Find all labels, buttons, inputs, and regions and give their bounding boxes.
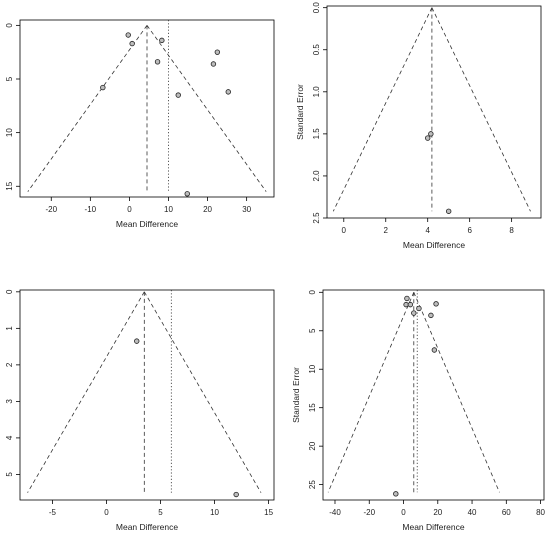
x-axis-label: Mean Difference	[403, 240, 465, 250]
x-tick-label: 20	[203, 205, 212, 214]
y-tick-label: 5	[5, 76, 14, 81]
data-point	[134, 338, 140, 344]
x-axis-label: Mean Difference	[116, 219, 178, 229]
funnel-plot-panel-bottom-right: -40 -20 0 20 40 60 80 0 5 10 15 20 25 Mean Difference…	[291, 290, 546, 532]
y-tick-label: 20	[308, 441, 317, 450]
x-tick-label: 0	[401, 508, 406, 517]
x-tick-label: 8	[509, 226, 514, 235]
data-point	[433, 301, 439, 307]
data-point	[154, 59, 161, 65]
funnel-right-limit	[146, 25, 267, 192]
data-point	[175, 92, 181, 98]
data-point	[225, 89, 231, 95]
y-axis-label: Standard Error	[295, 84, 305, 140]
x-tick-label: 5	[158, 508, 163, 517]
x-tick-label: -10	[85, 205, 97, 214]
data-point	[125, 32, 131, 38]
data-point	[431, 347, 438, 353]
x-tick-label: 80	[536, 508, 545, 517]
y-tick-label: 1	[5, 326, 14, 331]
y-tick-label: 5	[308, 328, 317, 333]
data-point	[129, 40, 135, 47]
data-point	[159, 37, 165, 44]
funnel-left-limit	[27, 291, 145, 493]
data-point	[100, 84, 106, 91]
y-tick-label: 1.0	[312, 86, 321, 98]
y-axis-label: Standard Error	[291, 367, 301, 423]
x-tick-label: -20	[363, 508, 375, 517]
x-tick-label: 6	[467, 226, 472, 235]
y-tick-label: 15	[308, 403, 317, 412]
x-tick-label: -20	[45, 205, 57, 214]
funnel-plot-panel-top-left: -20 -10 0 10 20 30 0 5 10 15 Mean Difference	[5, 19, 275, 229]
data-point	[233, 491, 239, 498]
plot-frame	[19, 289, 275, 501]
y-tick-label: 0.5	[312, 44, 321, 56]
y-tick-label: 1.5	[312, 128, 321, 140]
x-tick-label: -40	[329, 508, 341, 517]
y-tick-label: 5	[5, 472, 14, 477]
data-point	[411, 310, 417, 316]
y-tick-label: 10	[5, 128, 14, 137]
y-tick-label: 15	[5, 181, 14, 190]
data-point	[428, 312, 434, 319]
data-point	[393, 491, 399, 497]
funnel-left-limit	[27, 25, 148, 192]
plot-frame	[326, 5, 542, 219]
x-tick-label: 20	[433, 508, 442, 517]
data-point	[210, 61, 217, 67]
y-tick-label: 2.5	[312, 212, 321, 224]
x-tick-label: 10	[210, 508, 219, 517]
data-point	[214, 49, 221, 55]
y-tick-label: 2	[5, 362, 14, 367]
y-tick-label: 3	[5, 399, 14, 404]
y-tick-label: 0	[5, 23, 14, 28]
funnel-right-limit	[413, 292, 500, 493]
y-tick-label: 25	[308, 480, 317, 489]
x-tick-label: 40	[468, 508, 477, 517]
y-tick-label: 0.0	[312, 2, 321, 14]
y-tick-label: 0	[5, 289, 14, 294]
x-axis-label: Mean Difference	[116, 522, 178, 532]
plot-frame	[19, 19, 275, 198]
data-point	[425, 135, 431, 141]
data-point	[184, 191, 190, 197]
x-tick-label: 30	[242, 205, 251, 214]
funnel-right-limit	[431, 7, 531, 212]
funnel-right-limit	[143, 291, 262, 493]
data-point	[416, 305, 422, 312]
x-axis-label: Mean Difference	[402, 522, 464, 532]
data-point	[404, 295, 410, 302]
x-tick-label: 15	[264, 508, 273, 517]
data-point	[428, 131, 434, 137]
y-tick-label: 0	[308, 290, 317, 295]
x-tick-label: -5	[49, 508, 57, 517]
x-tick-label: 0	[342, 226, 347, 235]
y-tick-label: 10	[308, 364, 317, 373]
x-tick-label: 10	[164, 205, 173, 214]
funnel-left-limit	[327, 292, 415, 493]
x-tick-label: 60	[502, 508, 511, 517]
x-tick-label: 4	[425, 226, 430, 235]
y-tick-label: 4	[5, 435, 14, 440]
funnel-left-limit	[332, 7, 433, 212]
funnel-plot-panel-top-right: 0 2 4 6 8 0.0 0.5 1.0 1.5 2.0 2.5 Mean Difference St…	[295, 2, 542, 250]
x-tick-label: 0	[127, 205, 132, 214]
data-point	[407, 301, 414, 308]
plot-frame	[322, 289, 545, 501]
y-tick-label: 2.0	[312, 170, 321, 182]
x-tick-label: 2	[384, 226, 389, 235]
data-point	[445, 208, 452, 214]
x-tick-label: 0	[104, 508, 109, 517]
